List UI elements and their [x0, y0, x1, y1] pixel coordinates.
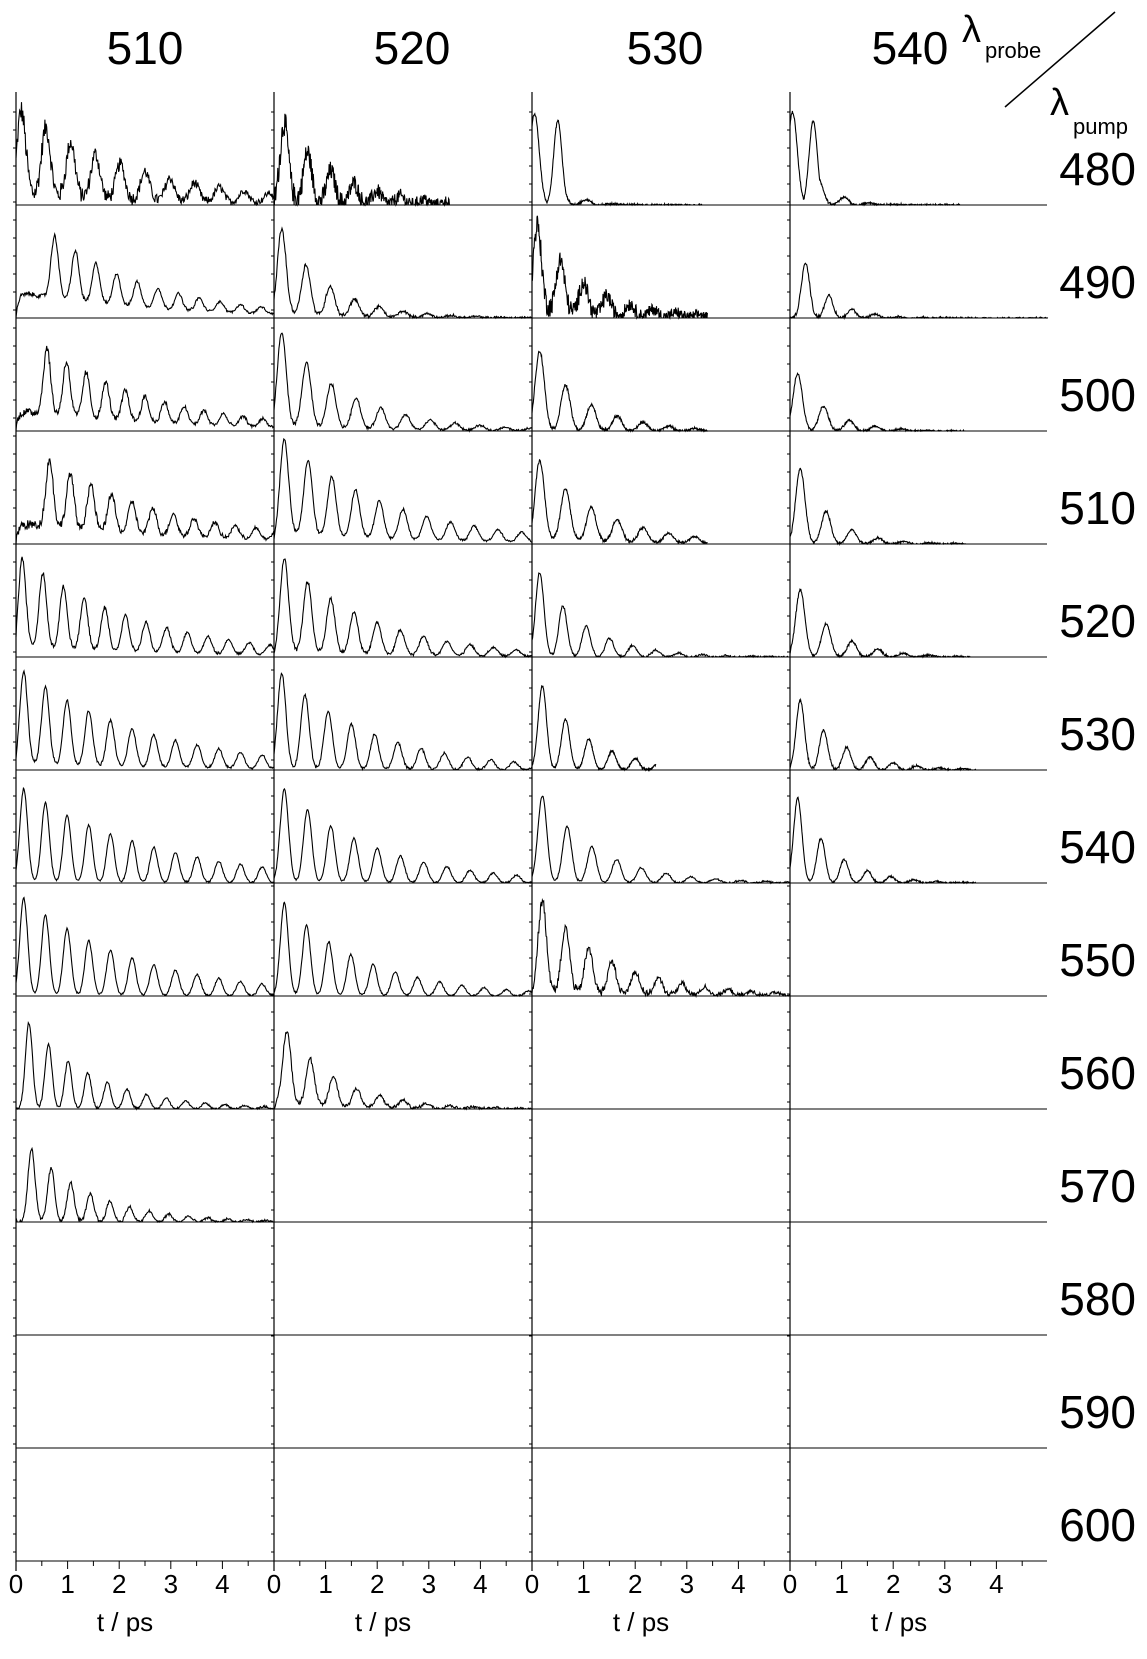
trace-probe-530-pump-530	[531, 684, 657, 772]
corner-axis-key: λ probe λ pump	[962, 9, 1128, 139]
trace-probe-540-pump-500	[789, 371, 966, 433]
x-tick-label: 2	[886, 1569, 900, 1599]
probe-header-520: 520	[374, 22, 451, 74]
trace-probe-510-pump-480	[15, 102, 275, 207]
trace-probe-510-pump-540	[15, 786, 275, 885]
x-axis-label: t / ps	[871, 1607, 927, 1637]
trace-probe-510-pump-510	[15, 458, 275, 545]
x-tick-label: 3	[422, 1569, 436, 1599]
trace-probe-520-pump-500	[273, 332, 533, 433]
pump-header-530: 530	[1059, 708, 1136, 760]
x-tick-label: 0	[783, 1569, 797, 1599]
trace-probe-520-pump-480	[273, 113, 450, 207]
x-tick-label: 1	[576, 1569, 590, 1599]
x-tick-label: 4	[989, 1569, 1003, 1599]
pump-header-560: 560	[1059, 1047, 1136, 1099]
lambda-probe-label: λ	[962, 9, 981, 51]
pump-header-510: 510	[1059, 482, 1136, 534]
x-tick-label: 3	[164, 1569, 178, 1599]
pump-header-500: 500	[1059, 369, 1136, 421]
probe-wavelength-headers: 510 520 530 540	[107, 22, 949, 74]
trace-probe-540-pump-490	[789, 262, 1049, 321]
x-tick-label: 4	[473, 1569, 487, 1599]
x-axis-520: 0 1 2 3 4 t / ps	[267, 1561, 507, 1637]
trace-probe-510-pump-500	[15, 345, 275, 431]
trace-probe-530-pump-490	[531, 215, 708, 321]
pump-header-600: 600	[1059, 1499, 1136, 1551]
x-axis-530: 0 1 2 3 4 t / ps	[525, 1561, 765, 1637]
trace-probe-540-pump-480	[789, 110, 961, 207]
trace-probe-540-pump-510	[789, 467, 966, 547]
pump-header-540: 540	[1059, 821, 1136, 873]
x-tick-label: 3	[680, 1569, 694, 1599]
x-tick-label: 1	[834, 1569, 848, 1599]
x-axis-label: t / ps	[613, 1607, 669, 1637]
trace-probe-520-pump-550	[273, 901, 532, 998]
trace-probe-530-pump-540	[531, 795, 791, 885]
x-axis-label: t / ps	[97, 1607, 153, 1637]
trace-probe-510-pump-560	[15, 1021, 274, 1111]
trace-probe-540-pump-530	[789, 697, 977, 772]
pump-header-580: 580	[1059, 1273, 1136, 1325]
probe-header-540: 540	[872, 22, 949, 74]
x-tick-label: 2	[628, 1569, 642, 1599]
trace-probe-530-pump-520	[531, 572, 790, 659]
pump-wavelength-headers: 480 490 500 510 520 530 540 550 560 570 580 590 600	[1059, 143, 1136, 1551]
x-tick-label: 0	[267, 1569, 281, 1599]
x-tick-label: 2	[370, 1569, 384, 1599]
x-tick-label: 3	[938, 1569, 952, 1599]
x-tick-label: 0	[525, 1569, 539, 1599]
x-tick-label: 1	[60, 1569, 74, 1599]
trace-probe-520-pump-560	[273, 1031, 533, 1111]
x-tick-label: 4	[731, 1569, 745, 1599]
trace-probe-520-pump-540	[273, 787, 533, 885]
lambda-probe-subscript: probe	[985, 38, 1041, 63]
trace-probe-510-pump-530	[15, 669, 275, 770]
trace-probe-540-pump-540	[789, 796, 977, 885]
trace-probe-540-pump-520	[789, 588, 972, 659]
x-tick-label: 1	[318, 1569, 332, 1599]
x-axis-540: 0 1 2 3 4 t / ps	[783, 1561, 1023, 1637]
pump-header-590: 590	[1059, 1386, 1136, 1438]
probe-header-510: 510	[107, 22, 184, 74]
pump-header-520: 520	[1059, 595, 1136, 647]
trace-probe-530-pump-510	[531, 458, 708, 545]
x-tick-label: 4	[215, 1569, 229, 1599]
x-axis-label: t / ps	[355, 1607, 411, 1637]
trace-probe-530-pump-550	[531, 898, 791, 999]
x-axes: 0 1 2 3 4 t / ps 0 1 2 3 4 t / ps 0 1 2 3 4 t / ps 0 1 2 3 4 t …	[9, 1561, 1023, 1637]
corner-diagonal	[1004, 11, 1116, 108]
trace-probe-520-pump-510	[273, 437, 533, 543]
pump-header-490: 490	[1059, 256, 1136, 308]
panel-grid	[13, 92, 1047, 1571]
lambda-pump-subscript: pump	[1073, 114, 1128, 139]
trace-probe-530-pump-480	[531, 112, 703, 207]
trace-probe-510-pump-550	[15, 896, 275, 997]
trace-probe-510-pump-490	[15, 232, 275, 318]
trace-probe-510-pump-570	[15, 1146, 275, 1224]
traces	[15, 102, 1049, 1224]
pump-header-480: 480	[1059, 143, 1136, 195]
x-tick-label: 2	[112, 1569, 126, 1599]
pump-header-570: 570	[1059, 1160, 1136, 1212]
trace-probe-520-pump-490	[273, 226, 533, 320]
trace-probe-520-pump-530	[273, 672, 533, 772]
x-tick-label: 0	[9, 1569, 23, 1599]
pump-header-550: 550	[1059, 934, 1136, 986]
probe-header-530: 530	[627, 22, 704, 74]
trace-probe-530-pump-500	[531, 350, 708, 433]
lambda-pump-label: λ	[1050, 82, 1069, 124]
trace-probe-510-pump-520	[15, 556, 275, 656]
x-axis-510: 0 1 2 3 4 t / ps	[9, 1561, 249, 1637]
trace-probe-520-pump-520	[273, 558, 533, 659]
